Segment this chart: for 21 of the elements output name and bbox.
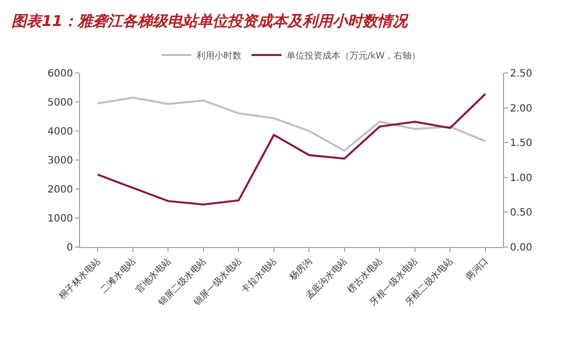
- y2-tick-label: 1.50: [510, 138, 532, 150]
- y2-tick-label: 0.50: [510, 208, 532, 219]
- y-tick-label: 0: [66, 242, 73, 254]
- legend-label: 利用小时数: [196, 50, 242, 62]
- x-tick-label: 两河口: [464, 256, 491, 283]
- y-tick-label: 2000: [48, 184, 73, 196]
- y-tick-label: 6000: [48, 68, 73, 80]
- y-tick-label: 5000: [48, 98, 73, 108]
- y-tick-label: 1000: [48, 214, 73, 224]
- y2-tick-label: 1.00: [510, 172, 532, 184]
- y2-tick-label: 2.50: [510, 68, 532, 80]
- y2-tick-label: 0.00: [510, 242, 532, 254]
- line-series: [96, 96, 486, 152]
- chart-title: 图表11：雅砻江各梯级电站单位投资成本及利用小时数情况: [12, 12, 410, 30]
- y-tick-label: 4000: [48, 126, 73, 138]
- x-tick-label: 桐子林水电站: [56, 256, 103, 302]
- y-tick-label: 3000: [48, 156, 73, 166]
- legend-label: 单位投资成本（万元/kW，右轴）: [286, 50, 421, 62]
- line-series: [96, 92, 486, 206]
- y2-tick-label: 2.00: [510, 103, 532, 114]
- x-tick-label: 杨房沟: [286, 256, 314, 284]
